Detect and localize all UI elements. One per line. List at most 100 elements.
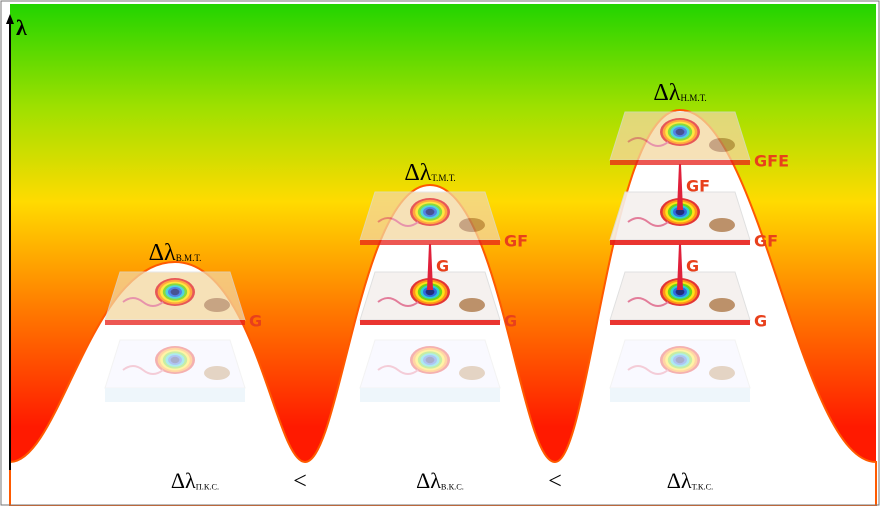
subscript: Т.М.Т. <box>431 173 455 183</box>
organelle <box>709 218 735 232</box>
delta: Δλ <box>171 468 196 493</box>
organelle <box>709 298 735 312</box>
layer-plate <box>359 339 501 389</box>
layer-edge <box>610 320 750 325</box>
layer-edge <box>610 388 750 402</box>
layer-edge <box>610 240 750 245</box>
connector-label: G <box>436 257 449 276</box>
layer-edge <box>105 388 245 402</box>
axis-label: λ <box>16 15 27 40</box>
cell-layer <box>104 271 246 325</box>
layer-edge <box>360 388 500 402</box>
subscript: В.К.С. <box>441 482 464 491</box>
ring <box>675 128 685 136</box>
cell-layer <box>609 271 751 325</box>
delta: Δλ <box>149 240 176 266</box>
connector <box>677 244 683 290</box>
subscript: П.К.С. <box>196 482 219 491</box>
ring <box>415 349 445 371</box>
layer-label: GF <box>504 232 528 251</box>
connector <box>677 164 683 210</box>
organelle <box>709 366 735 380</box>
ring <box>170 356 180 364</box>
ring <box>417 351 443 369</box>
connector-label: G <box>686 257 699 276</box>
layer-edge <box>105 320 245 325</box>
bottom-label: ΔλВ.К.С. <box>416 468 464 493</box>
cell-layer <box>359 271 501 325</box>
ring <box>160 349 190 371</box>
bottom-label: ΔλП.К.С. <box>171 468 219 493</box>
layer-label: G <box>504 312 517 331</box>
peak-label: ΔλТ.М.Т. <box>404 160 455 186</box>
cell-layer <box>359 191 501 245</box>
ring <box>675 208 685 216</box>
organelle <box>459 366 485 380</box>
ring <box>170 288 180 296</box>
delta: Δλ <box>404 160 431 186</box>
cell-layer <box>359 339 501 402</box>
relation: < <box>293 469 307 495</box>
cell-layer <box>104 339 246 402</box>
ring <box>675 288 685 296</box>
ring <box>420 353 440 367</box>
ring <box>168 355 182 365</box>
ring <box>673 355 687 365</box>
ring <box>425 356 435 364</box>
connector <box>427 244 433 290</box>
peak-label: ΔλВ.М.Т. <box>149 240 202 266</box>
layer-plate <box>104 339 246 389</box>
peak-label: ΔλН.М.Т. <box>653 80 706 106</box>
ring <box>155 346 195 374</box>
layer-label: G <box>754 312 767 331</box>
layer-plate <box>609 339 751 389</box>
layer-edge <box>360 320 500 325</box>
ring <box>412 347 448 373</box>
ring <box>667 351 693 369</box>
ring <box>670 353 690 367</box>
ring <box>157 347 193 373</box>
bottom-label: ΔλТ.К.С. <box>667 468 713 493</box>
delta: Δλ <box>667 468 692 493</box>
organelle <box>627 365 669 375</box>
organelle <box>377 365 419 375</box>
layer-edge <box>360 240 500 245</box>
organelle <box>122 365 164 375</box>
delta: Δλ <box>653 80 680 106</box>
organelle <box>459 298 485 312</box>
ring <box>425 288 435 296</box>
cell-layer <box>609 339 751 402</box>
subscript: Т.К.С. <box>692 482 714 491</box>
layer-label: G <box>249 312 262 331</box>
layer-label: GFE <box>754 152 789 171</box>
organelle <box>377 297 419 307</box>
organelle <box>122 297 164 307</box>
delta: Δλ <box>416 468 441 493</box>
ring <box>423 355 437 365</box>
subscript: В.М.Т. <box>176 253 202 263</box>
organelle <box>627 137 669 147</box>
ring <box>162 351 188 369</box>
organelle <box>627 297 669 307</box>
organelle <box>459 218 485 232</box>
layer-edge <box>610 160 750 165</box>
subscript: Н.М.Т. <box>680 93 706 103</box>
ring <box>675 356 685 364</box>
ring <box>425 208 435 216</box>
ring <box>662 347 698 373</box>
organelle <box>204 298 230 312</box>
ring <box>660 346 700 374</box>
organelle <box>377 217 419 227</box>
organelle <box>709 138 735 152</box>
ring <box>665 349 695 371</box>
organelle <box>204 366 230 380</box>
ring <box>410 346 450 374</box>
organelle <box>627 217 669 227</box>
connector-label: GF <box>686 177 710 196</box>
axis-arrow <box>6 14 14 24</box>
cell-layer <box>609 191 751 245</box>
ring <box>165 353 185 367</box>
cell-layer <box>609 111 751 165</box>
